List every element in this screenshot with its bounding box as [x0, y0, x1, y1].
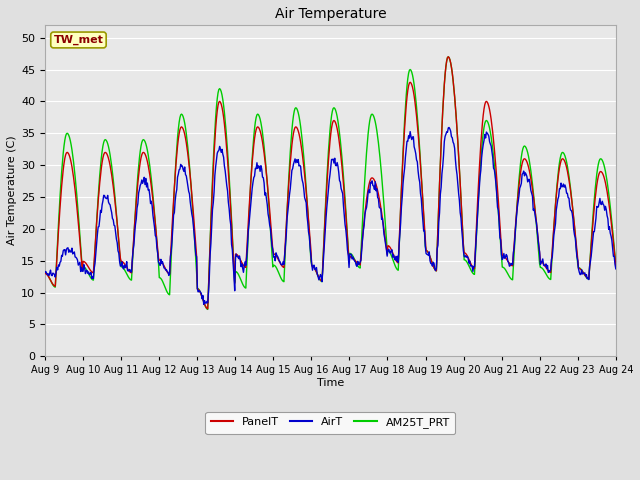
PanelT — [401, 125, 408, 131]
AirT — [110, 222, 118, 228]
Line: AirT: AirT — [45, 128, 616, 304]
PanelT — [417, 174, 425, 180]
PanelT — [51, 283, 59, 289]
AM25T_PRT — [198, 294, 206, 300]
AM25T_PRT — [41, 270, 49, 276]
PanelT — [41, 271, 49, 276]
Y-axis label: Air Temperature (C): Air Temperature (C) — [7, 136, 17, 245]
AM25T_PRT — [110, 184, 118, 190]
AirT — [168, 239, 176, 244]
AM25T_PRT — [401, 118, 408, 123]
AirT — [401, 165, 408, 171]
PanelT — [612, 263, 620, 268]
AirT — [417, 196, 425, 202]
PanelT — [168, 226, 176, 231]
Title: Air Temperature: Air Temperature — [275, 7, 386, 21]
Line: PanelT: PanelT — [45, 57, 616, 309]
AirT — [612, 266, 620, 272]
PanelT — [204, 306, 212, 312]
AM25T_PRT — [444, 54, 452, 60]
PanelT — [110, 190, 118, 196]
Line: AM25T_PRT: AM25T_PRT — [45, 57, 616, 310]
AM25T_PRT — [51, 284, 59, 290]
X-axis label: Time: Time — [317, 378, 344, 388]
AirT — [51, 274, 59, 280]
AirT — [198, 296, 206, 302]
PanelT — [198, 294, 206, 300]
Legend: PanelT, AirT, AM25T_PRT: PanelT, AirT, AM25T_PRT — [205, 412, 456, 434]
Text: TW_met: TW_met — [54, 35, 104, 45]
AirT — [200, 301, 207, 307]
PanelT — [444, 54, 452, 60]
AM25T_PRT — [612, 262, 620, 267]
AM25T_PRT — [204, 307, 212, 312]
AM25T_PRT — [168, 236, 176, 241]
AM25T_PRT — [417, 172, 425, 178]
AirT — [445, 125, 453, 131]
AirT — [41, 269, 49, 275]
